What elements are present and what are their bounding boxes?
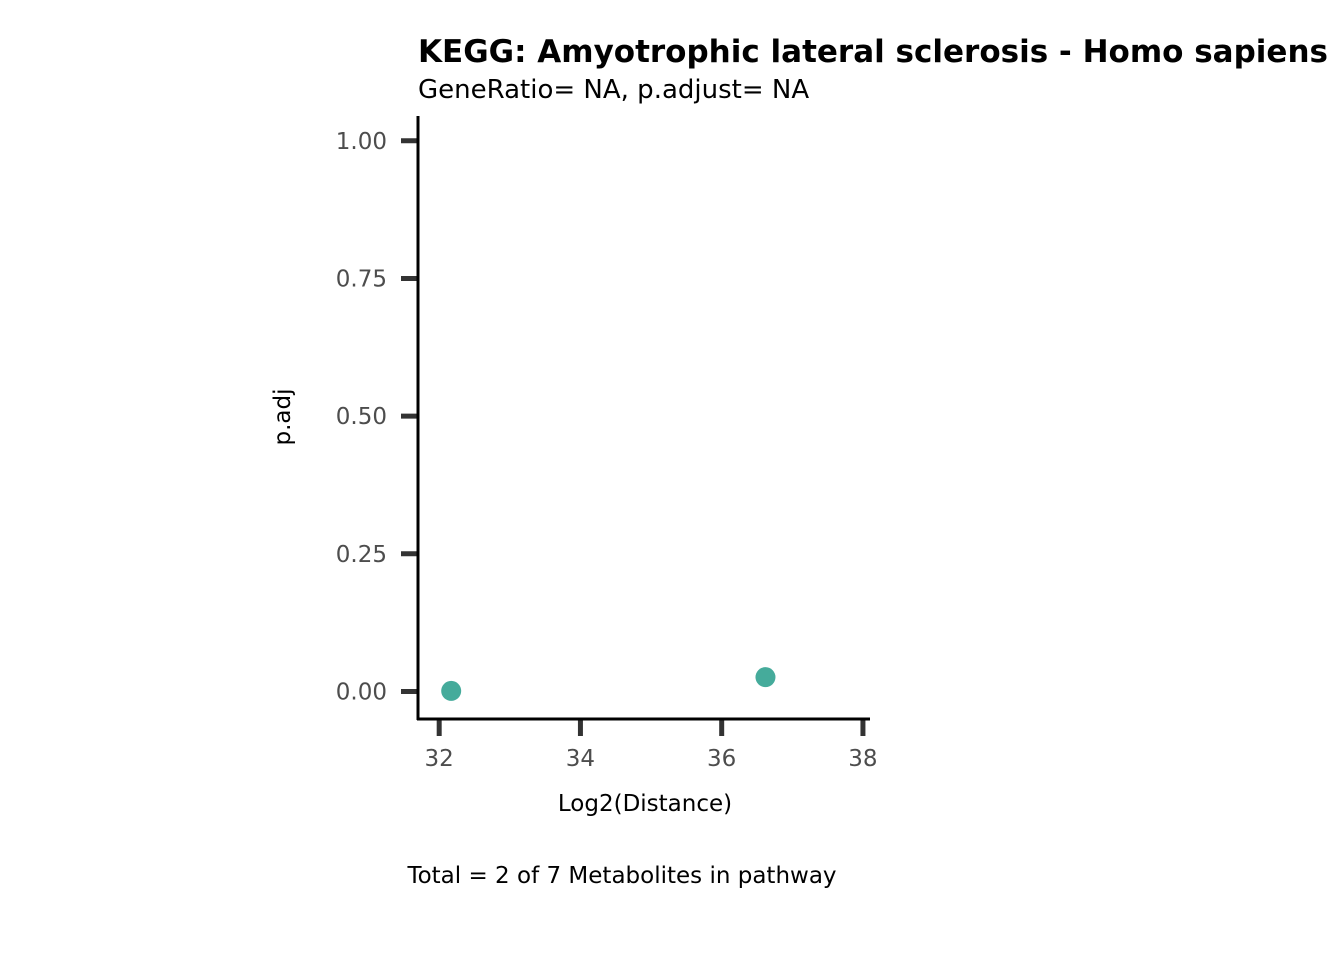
x-axis-ticks: 32 34 36 38 (425, 719, 878, 772)
x-tick-label: 36 (707, 746, 736, 772)
data-point (441, 680, 462, 701)
y-tick-label: 0.50 (336, 404, 387, 430)
chart-title: KEGG: Amyotrophic lateral sclerosis - Ho… (418, 34, 1328, 70)
data-points (441, 667, 776, 701)
x-tick-label: 34 (566, 746, 595, 772)
y-axis-ticks: 0.00 0.25 0.50 0.75 1.00 (336, 129, 418, 705)
chart-subtitle: GeneRatio= NA, p.adjust= NA (418, 75, 809, 105)
y-tick-label: 0.00 (336, 679, 387, 705)
chart-caption: Total = 2 of 7 Metabolites in pathway (406, 863, 836, 889)
y-tick-label: 0.25 (336, 542, 387, 568)
x-tick-label: 38 (848, 746, 877, 772)
x-axis-title: Log2(Distance) (558, 791, 732, 817)
y-tick-label: 1.00 (336, 129, 387, 155)
data-point (755, 667, 776, 688)
y-tick-label: 0.75 (336, 266, 387, 292)
x-tick-label: 32 (425, 746, 454, 772)
y-axis-title: p.adj (270, 389, 296, 446)
